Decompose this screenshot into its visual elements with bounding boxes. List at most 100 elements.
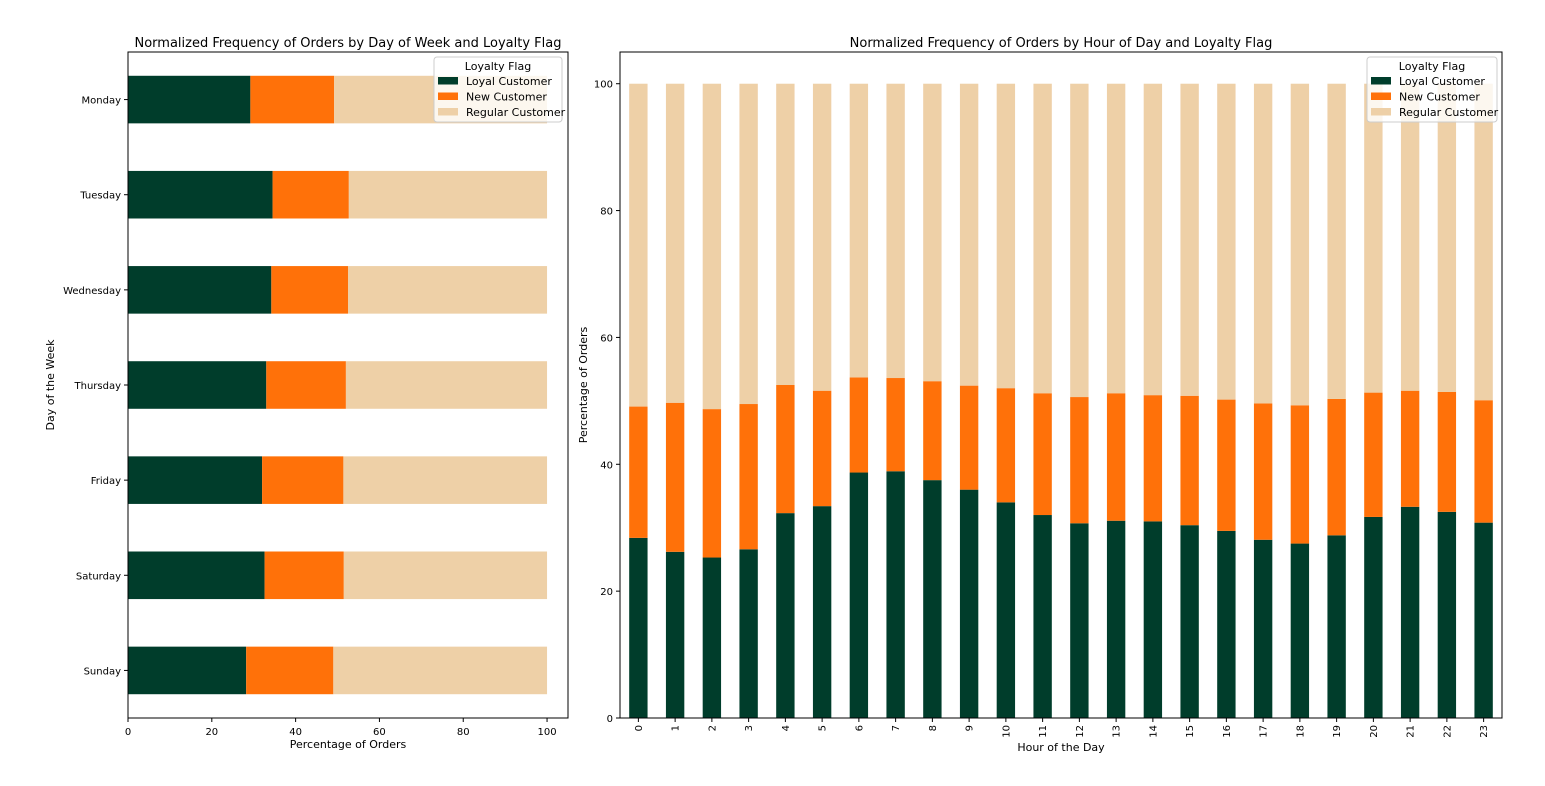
bar-hour-22-new-customer (1437, 391, 1457, 512)
bar-hour-5-loyal-customer (812, 506, 832, 718)
bar-hour-14-new-customer (1143, 395, 1163, 522)
x-tick-label-hour-6: 6 (854, 725, 865, 731)
bar-hour-7-new-customer (886, 378, 905, 472)
legend-swatch-loyal-customer (1371, 77, 1391, 85)
legend-label-regular-customer: Regular Customer (466, 106, 566, 119)
legend-swatch-regular-customer (438, 108, 458, 116)
x-tick-label-hour-22: 22 (1442, 725, 1453, 738)
bar-hour-4-new-customer (776, 385, 795, 514)
bar-hour-9-new-customer (959, 385, 979, 490)
bar-thursday-regular-customer (345, 361, 548, 409)
x-tick-label-hour-12: 12 (1075, 725, 1086, 738)
legend-title: Loyalty Flag (1399, 60, 1465, 73)
bar-hour-10-loyal-customer (996, 502, 1016, 718)
bar-hour-21-regular-customer (1400, 83, 1420, 391)
bar-hour-12-loyal-customer (1070, 523, 1089, 718)
hour-of-day-chart: Normalized Frequency of Orders by Hour o… (577, 36, 1503, 754)
legend-label-loyal-customer: Loyal Customer (1399, 75, 1485, 88)
x-tick-label-hour-9: 9 (965, 725, 976, 731)
bar-hour-4-regular-customer (776, 83, 795, 385)
bar-hour-15-new-customer (1180, 395, 1199, 526)
x-tick-label-hour-3: 3 (744, 725, 755, 731)
bar-hour-2-loyal-customer (702, 557, 722, 718)
bar-sunday-loyal-customer (128, 646, 247, 695)
left-y-axis-label: Day of the Week (44, 339, 57, 431)
bar-hour-18-new-customer (1290, 405, 1310, 544)
bar-hour-3-loyal-customer (739, 549, 758, 718)
y-tick-label-thursday: Thursday (74, 381, 122, 392)
bar-hour-9-loyal-customer (959, 489, 979, 718)
bar-monday-new-customer (250, 75, 335, 124)
bar-hour-10-regular-customer (996, 83, 1016, 389)
legend-swatch-loyal-customer (438, 77, 458, 85)
y-tick-label-wednesday: Wednesday (63, 286, 121, 297)
left-chart-title: Normalized Frequency of Orders by Day of… (134, 36, 561, 51)
legend-swatch-new-customer (1371, 92, 1391, 100)
x-tick-label-hour-10: 10 (1001, 725, 1012, 738)
left-ticks: Monday Tuesday Wednesday Thursday Friday Satu… (63, 96, 557, 738)
x-tick-label-hour-18: 18 (1295, 725, 1306, 738)
bar-hour-16-regular-customer (1217, 83, 1236, 400)
bar-hour-19-new-customer (1327, 398, 1346, 536)
bar-hour-17-loyal-customer (1253, 539, 1273, 718)
bar-hour-16-loyal-customer (1217, 530, 1236, 718)
bar-wednesday-new-customer (271, 266, 348, 314)
left-legend: Loyalty Flag Loyal Customer New Customer Re… (433, 56, 566, 123)
bar-hour-3-regular-customer (739, 83, 758, 405)
bar-hour-10-new-customer (996, 388, 1016, 503)
bar-hour-13-regular-customer (1106, 83, 1126, 394)
bar-hour-1-loyal-customer (665, 551, 685, 718)
legend-box (1366, 56, 1498, 123)
bar-friday-regular-customer (343, 456, 548, 504)
x-tick-label-hour-11: 11 (1038, 725, 1049, 738)
bar-hour-6-loyal-customer (849, 472, 869, 718)
bar-hour-0-regular-customer (629, 83, 648, 407)
bar-hour-11-loyal-customer (1033, 515, 1052, 718)
x-tick-label-hour-13: 13 (1112, 725, 1123, 738)
y-tick-label-tuesday: Tuesday (79, 191, 121, 202)
x-tick-label-hour-17: 17 (1259, 725, 1270, 738)
y-tick-label-friday: Friday (91, 476, 121, 487)
x-tick-label-hour-5: 5 (818, 725, 829, 731)
bar-hour-11-new-customer (1033, 393, 1052, 516)
x-tick-label-20: 20 (205, 727, 218, 738)
bar-hour-23-loyal-customer (1474, 522, 1493, 718)
legend-label-new-customer: New Customer (466, 91, 547, 104)
legend-swatch-regular-customer (1371, 108, 1391, 116)
bar-tuesday-regular-customer (348, 170, 548, 219)
bar-hour-7-regular-customer (886, 83, 905, 379)
x-tick-label-hour-0: 0 (634, 725, 645, 731)
bar-friday-loyal-customer (128, 456, 263, 504)
bar-hour-13-loyal-customer (1106, 520, 1126, 718)
bar-hour-8-regular-customer (923, 83, 942, 382)
bar-hour-20-new-customer (1364, 392, 1383, 517)
bar-hour-13-new-customer (1106, 393, 1126, 521)
y-tick-label-80: 80 (600, 207, 613, 218)
y-tick-label-saturday: Saturday (76, 571, 121, 582)
x-tick-label-hour-21: 21 (1406, 725, 1417, 738)
bar-hour-7-loyal-customer (886, 471, 905, 718)
right-legend: Loyalty Flag Loyal Customer New Customer Re… (1366, 56, 1499, 123)
right-x-axis-label: Hour of the Day (1017, 741, 1105, 754)
legend-box (433, 56, 563, 123)
x-tick-label-hour-14: 14 (1148, 725, 1159, 738)
bar-hour-18-loyal-customer (1290, 543, 1310, 718)
x-tick-label-60: 60 (373, 727, 386, 738)
bar-monday-loyal-customer (128, 75, 251, 124)
bar-hour-23-regular-customer (1474, 83, 1493, 401)
bar-hour-8-new-customer (923, 381, 942, 481)
legend-title: Loyalty Flag (465, 60, 531, 73)
bar-hour-11-regular-customer (1033, 83, 1052, 394)
bar-hour-19-loyal-customer (1327, 535, 1346, 718)
bar-hour-21-new-customer (1400, 390, 1420, 507)
bar-hour-20-regular-customer (1364, 83, 1383, 393)
left-x-axis-label: Percentage of Orders (290, 738, 407, 751)
bar-hour-17-regular-customer (1253, 83, 1273, 404)
y-tick-label-20: 20 (600, 587, 613, 598)
bar-friday-new-customer (262, 456, 344, 504)
x-tick-label-40: 40 (289, 727, 302, 738)
bar-hour-12-regular-customer (1070, 83, 1089, 398)
right-chart-title: Normalized Frequency of Orders by Hour o… (850, 36, 1273, 51)
bar-hour-17-new-customer (1253, 403, 1273, 540)
x-tick-label-hour-8: 8 (928, 725, 939, 731)
